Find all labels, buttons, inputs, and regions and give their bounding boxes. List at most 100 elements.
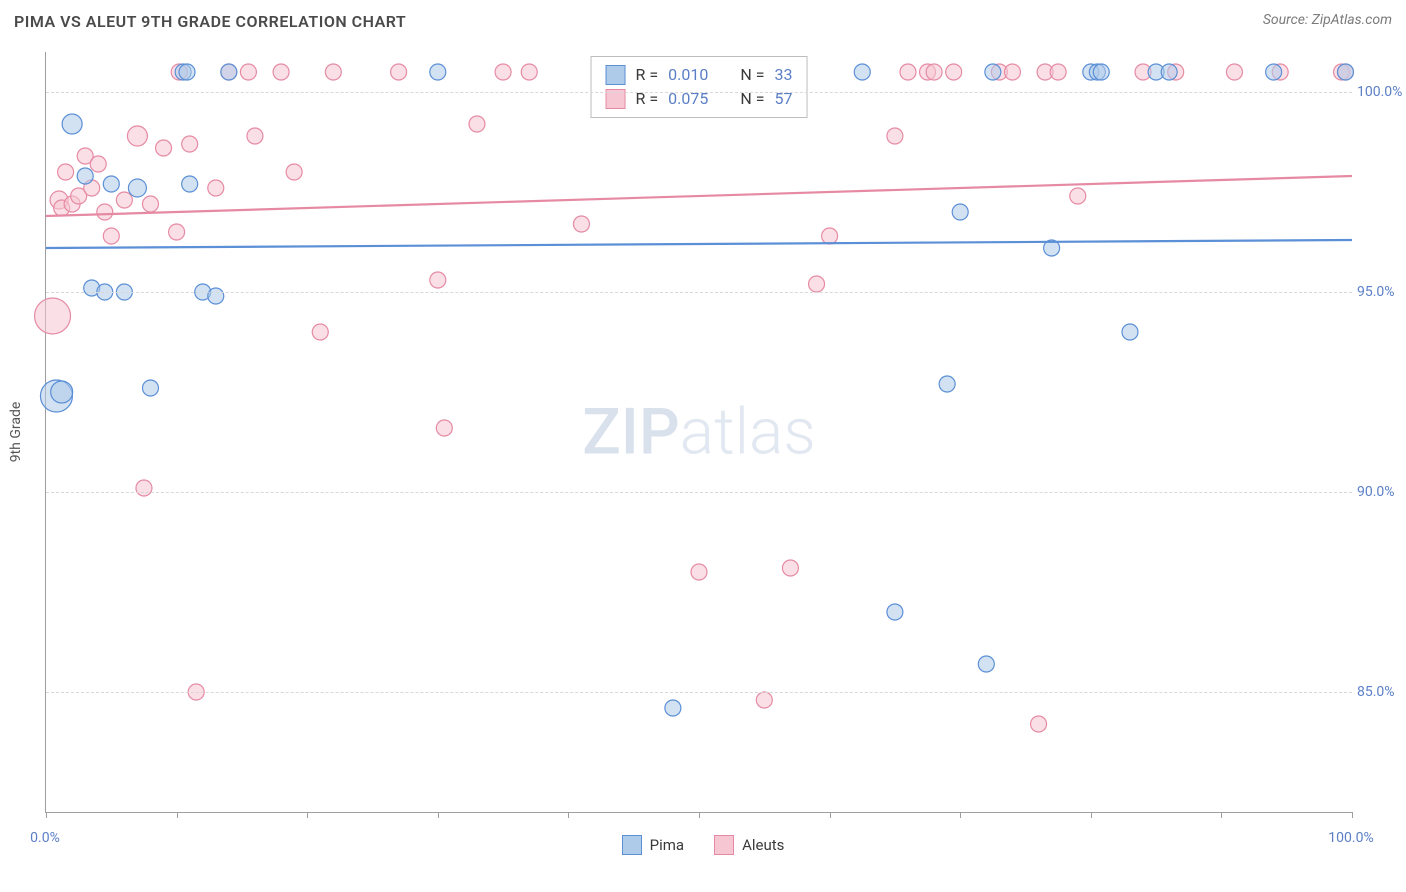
trend-line [46, 240, 1352, 248]
data-point [312, 324, 328, 340]
x-tick-mark [1221, 812, 1222, 818]
x-tick-mark [177, 812, 178, 818]
gridline [46, 692, 1352, 693]
x-tick-mark [438, 812, 439, 818]
legend-swatch [714, 835, 734, 855]
data-point [103, 176, 119, 192]
data-point [208, 288, 224, 304]
data-point [1226, 64, 1242, 80]
data-point [691, 564, 707, 580]
source-label: Source: ZipAtlas.com [1263, 12, 1392, 28]
trend-line [46, 176, 1352, 216]
x-tick-mark [960, 812, 961, 818]
data-point [822, 228, 838, 244]
data-point [62, 114, 82, 134]
data-point [156, 140, 172, 156]
data-point [573, 216, 589, 232]
data-point [142, 196, 158, 212]
y-axis-title: 9th Grade [8, 402, 24, 463]
data-point [142, 380, 158, 396]
data-point [179, 64, 195, 80]
data-point [58, 164, 74, 180]
data-point [926, 64, 942, 80]
data-point [887, 128, 903, 144]
data-point [182, 176, 198, 192]
data-point [1337, 64, 1353, 80]
x-label-left: 0.0% [30, 830, 60, 846]
data-point [469, 116, 485, 132]
data-point [247, 128, 263, 144]
data-point [946, 64, 962, 80]
chart-svg [46, 52, 1352, 812]
data-point [1161, 64, 1177, 80]
chart-container: PIMA VS ALEUT 9TH GRADE CORRELATION CHAR… [0, 0, 1406, 892]
gridline [46, 492, 1352, 493]
data-point [430, 272, 446, 288]
data-point [1093, 64, 1109, 80]
data-point [97, 204, 113, 220]
data-point [1122, 324, 1138, 340]
data-point [127, 126, 147, 146]
data-point [128, 179, 146, 197]
data-point [1050, 64, 1066, 80]
legend-label: Pima [650, 836, 684, 854]
plot-area: ZIPatlas 9th Grade R = 0.010 N = 33R = 0… [45, 52, 1352, 813]
data-point [51, 381, 73, 403]
data-point [103, 228, 119, 244]
data-point [665, 700, 681, 716]
chart-title: PIMA VS ALEUT 9TH GRADE CORRELATION CHAR… [14, 12, 406, 31]
x-tick-mark [699, 812, 700, 818]
x-tick-mark [568, 812, 569, 818]
data-point [430, 64, 446, 80]
data-point [90, 156, 106, 172]
y-tick-label: 100.0% [1357, 84, 1406, 100]
y-tick-label: 85.0% [1357, 684, 1406, 700]
data-point [1266, 64, 1282, 80]
x-tick-mark [307, 812, 308, 818]
y-tick-label: 95.0% [1357, 284, 1406, 300]
data-point [325, 64, 341, 80]
data-point [939, 376, 955, 392]
data-point [35, 298, 71, 334]
data-point [521, 64, 537, 80]
data-point [136, 480, 152, 496]
data-point [756, 692, 772, 708]
data-point [273, 64, 289, 80]
x-label-right: 100.0% [1328, 830, 1373, 846]
data-point [77, 168, 93, 184]
legend-series: Pima Aleuts [0, 826, 1406, 864]
data-point [1004, 64, 1020, 80]
data-point [436, 420, 452, 436]
legend-swatch [622, 835, 642, 855]
x-tick-mark [1352, 812, 1353, 818]
x-tick-mark [1091, 812, 1092, 818]
data-point [391, 64, 407, 80]
data-point [221, 64, 237, 80]
data-point [887, 604, 903, 620]
data-point [495, 64, 511, 80]
data-point [182, 136, 198, 152]
chart-header: PIMA VS ALEUT 9TH GRADE CORRELATION CHAR… [14, 12, 1392, 42]
legend-item: Pima [622, 835, 684, 855]
data-point [782, 560, 798, 576]
legend-item: Aleuts [714, 835, 784, 855]
x-tick-mark [830, 812, 831, 818]
data-point [169, 224, 185, 240]
data-point [854, 64, 870, 80]
data-point [286, 164, 302, 180]
data-point [1070, 188, 1086, 204]
data-point [1031, 716, 1047, 732]
data-point [809, 276, 825, 292]
data-point [208, 180, 224, 196]
gridline [46, 92, 1352, 93]
data-point [985, 64, 1001, 80]
data-point [116, 192, 132, 208]
data-point [900, 64, 916, 80]
x-tick-mark [46, 812, 47, 818]
data-point [952, 204, 968, 220]
gridline [46, 292, 1352, 293]
data-point [240, 64, 256, 80]
y-tick-label: 90.0% [1357, 484, 1406, 500]
legend-label: Aleuts [742, 836, 784, 854]
data-point [978, 656, 994, 672]
